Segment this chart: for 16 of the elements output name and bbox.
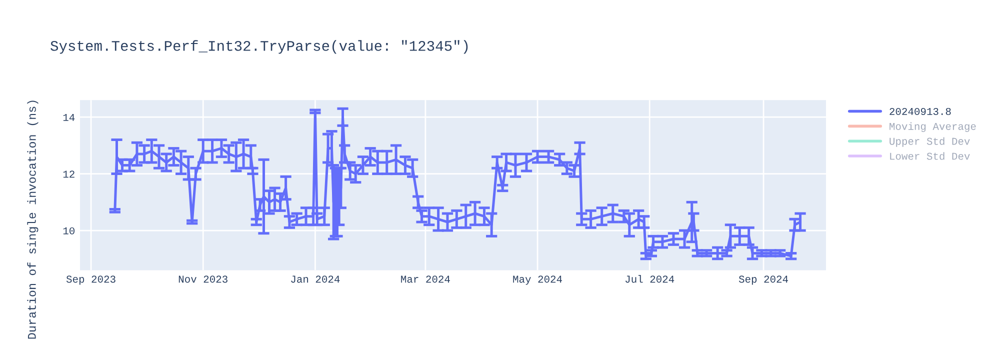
x-tick-label: Jan 2024 (291, 276, 340, 283)
chart-title: System.Tests.Perf_Int32.TryParse(value: "12345") (50, 40, 468, 54)
y-axis-title: Duration of single invocation (ns) (27, 100, 38, 339)
x-tick-label: Jul 2024 (625, 275, 674, 283)
x-tick-label: Mar 2024 (401, 276, 450, 283)
legend-label: 20240913.8 (890, 108, 951, 116)
legend-label: Lower Std Dev (890, 152, 970, 160)
legend-label: Moving Average (890, 122, 976, 132)
y-tick-label: 10 (63, 227, 74, 234)
y-tick-label: 12 (63, 170, 74, 178)
x-tick-label: May 2024 (513, 276, 562, 285)
legend-label: Upper Std Dev (890, 137, 970, 147)
y-tick-label: 14 (63, 114, 75, 121)
x-tick-label: Sep 2024 (738, 276, 788, 285)
x-tick-label: Sep 2023 (66, 276, 116, 285)
x-tick-label: Nov 2023 (178, 276, 228, 283)
